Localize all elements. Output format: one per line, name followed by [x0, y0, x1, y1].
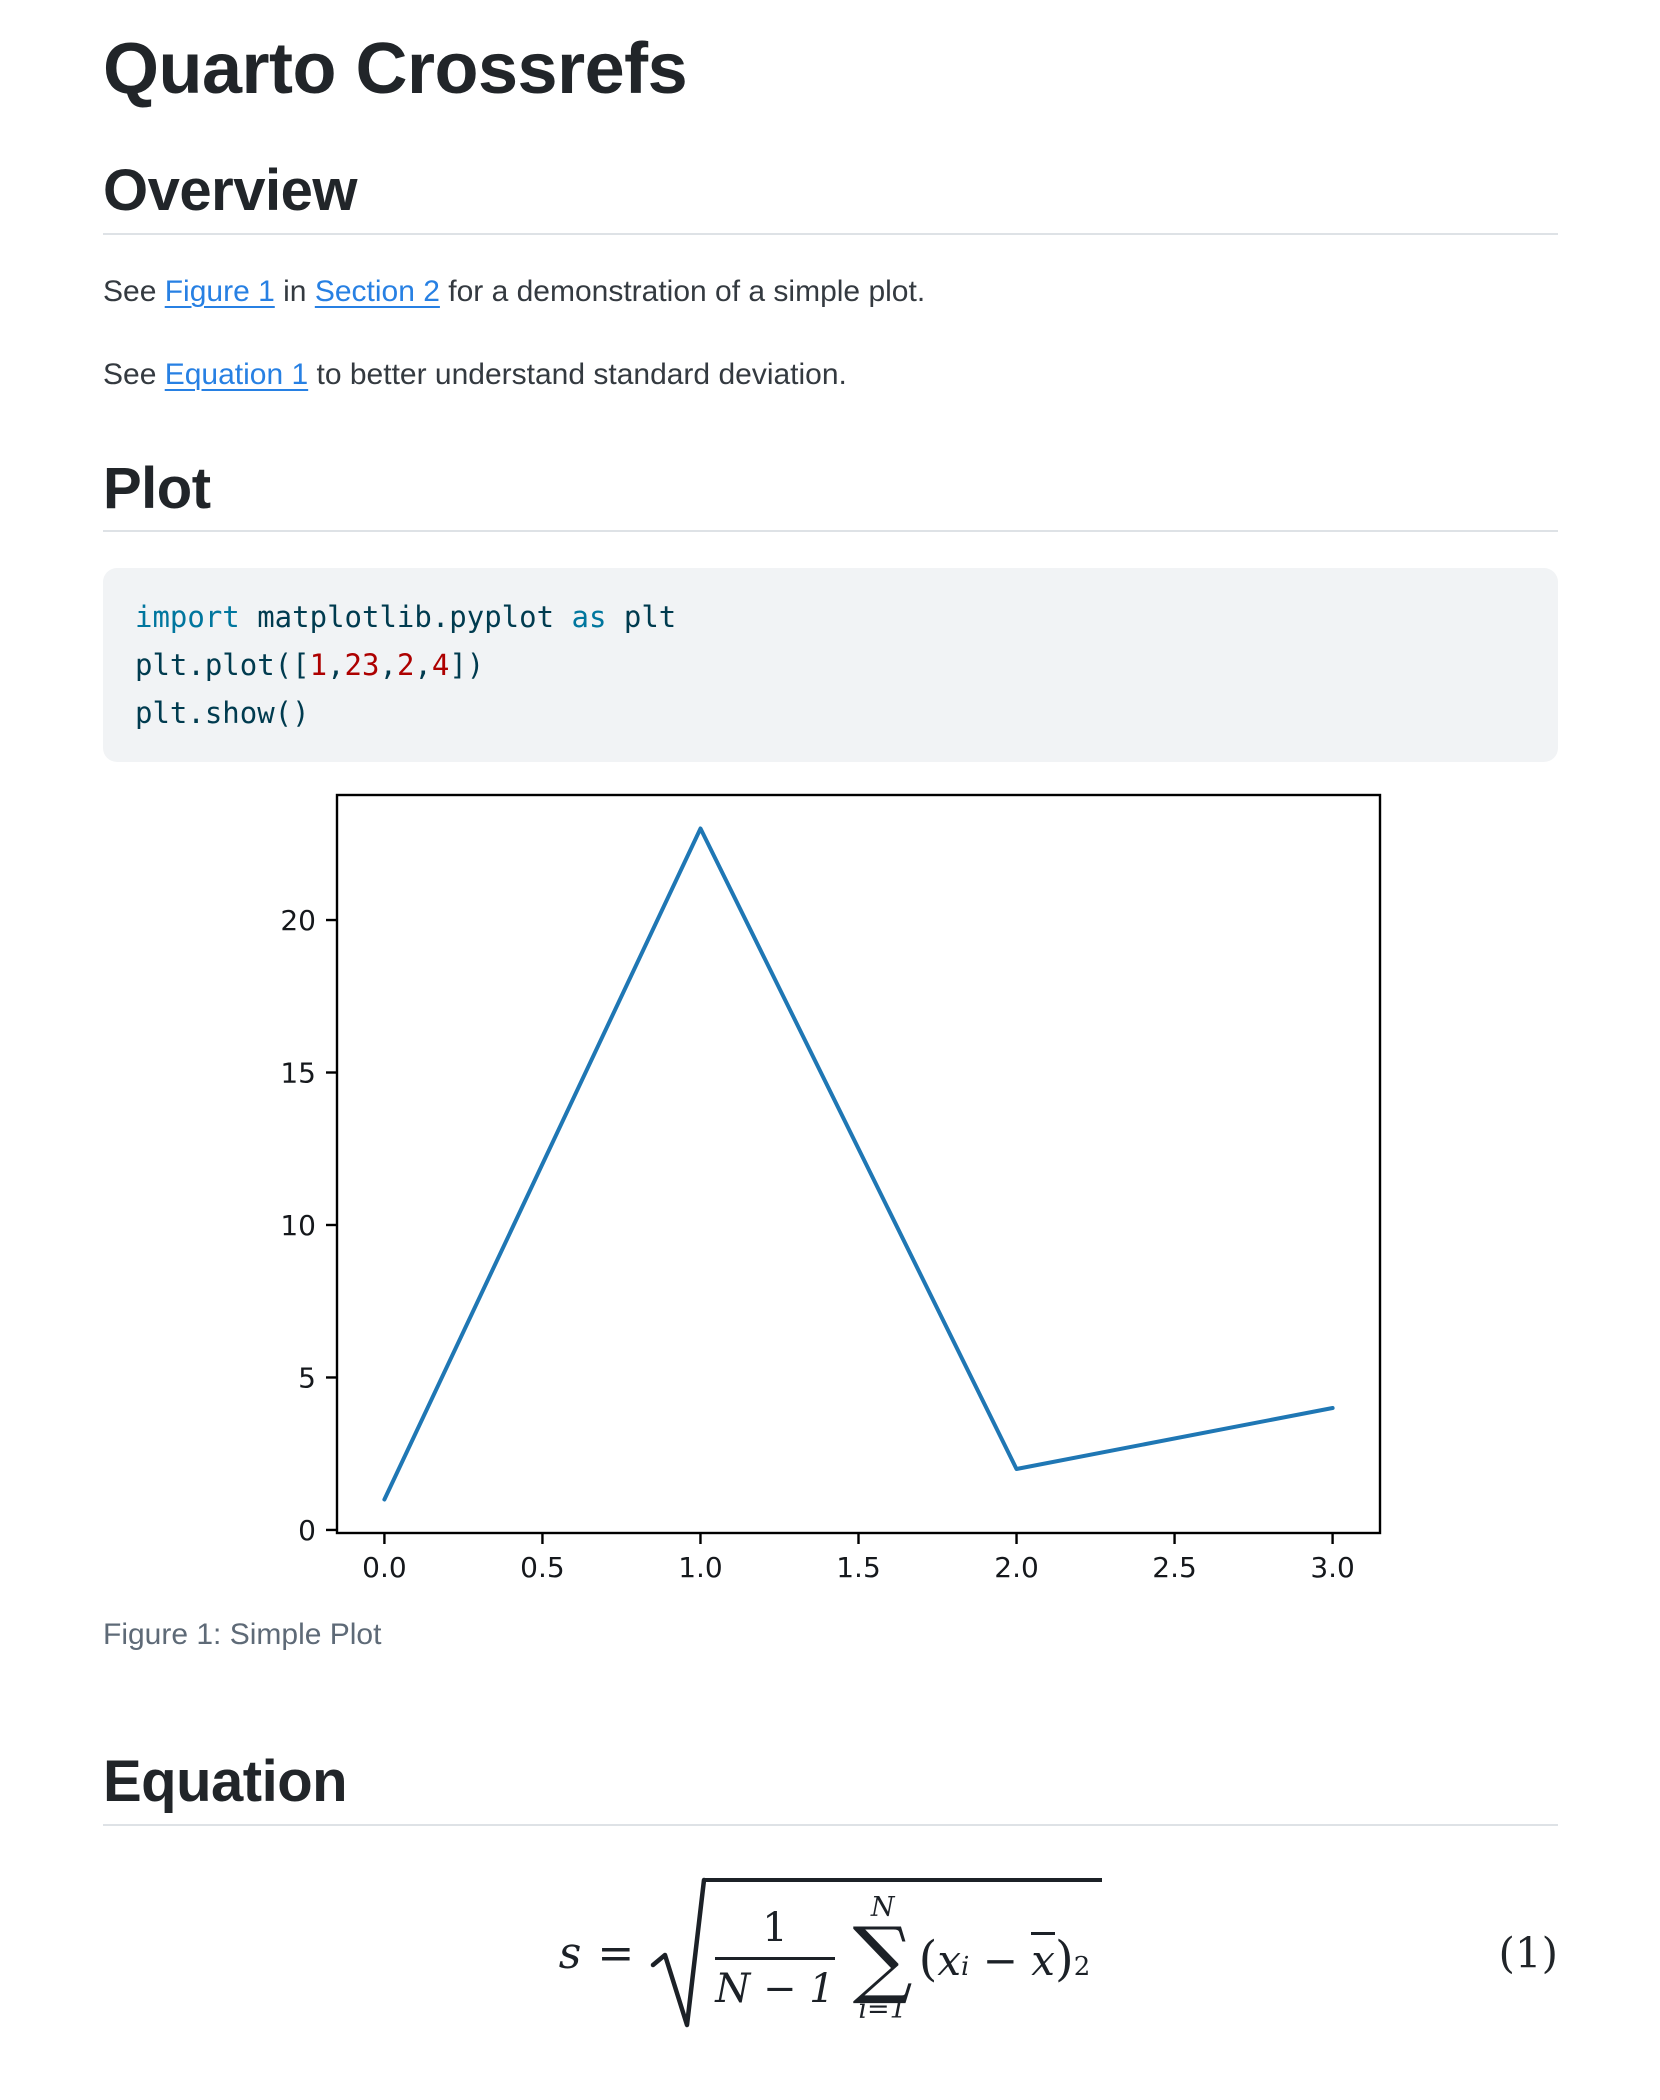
crossref-link-figure-1[interactable]: Figure 1: [164, 274, 275, 308]
code-token: ,: [327, 648, 345, 683]
equation-equals: =: [597, 1927, 635, 1979]
code-token: ]): [449, 648, 485, 683]
index-subscript: i: [961, 1951, 970, 1982]
code-token: plt.show(): [135, 696, 310, 731]
x-tick-label: 0.5: [520, 1551, 565, 1584]
code-token: ,: [414, 648, 432, 683]
page-title: Quarto Crossrefs: [103, 29, 688, 109]
fraction-numerator: 1: [762, 1904, 788, 1951]
fraction-denominator: N − 1: [715, 1966, 835, 2013]
code-token: matplotlib.pyplot: [239, 600, 572, 635]
code-token: 4: [431, 648, 450, 683]
y-tick-label: 15: [280, 1057, 316, 1090]
x-tick-label: 1.5: [836, 1551, 881, 1584]
radicand: 1 N − 1 N ∑ i=1 (x i − x) 2: [703, 1878, 1103, 2031]
y-tick-label: 0: [298, 1514, 316, 1547]
equation-formula: s = 1 N − 1 N ∑ i=1 (x: [558, 1875, 1103, 2031]
fraction: 1 N − 1: [715, 1904, 835, 2013]
fraction-bar: [715, 1956, 835, 1961]
paragraph-text: See: [103, 357, 165, 391]
equation-number: (1): [1498, 1928, 1559, 1978]
overview-paragraph-2: See Equation 1 to better understand stan…: [103, 352, 1558, 397]
code-line: plt.plot([1,23,2,4]): [135, 641, 1526, 689]
code-block: import matplotlib.pyplot as plt plt.plot(…: [103, 568, 1558, 763]
x-tick-label: 0.0: [362, 1551, 407, 1584]
line-chart: 0.0 0.5 1.0 1.5 2.0 2.5 3.0 0 5 10 15 20: [280, 794, 1382, 1584]
crossref-link-equation-1[interactable]: Equation 1: [164, 357, 309, 391]
x-tick-label: 2.0: [994, 1551, 1039, 1584]
code-line: import matplotlib.pyplot as plt: [135, 593, 1526, 641]
figure-caption: Figure 1: Simple Plot: [103, 1618, 382, 1652]
square-root: 1 N − 1 N ∑ i=1 (x i − x) 2: [650, 1875, 1103, 2031]
data-line: [382, 826, 1335, 1502]
code-token: plt.plot([: [135, 648, 310, 683]
code-token: 23: [344, 648, 380, 683]
code-line: plt.show(): [135, 689, 1526, 737]
minus-operator: −: [969, 1935, 1032, 1985]
summation: N ∑ i=1: [853, 1894, 913, 2024]
y-tick-label: 5: [298, 1362, 316, 1395]
paragraph-text: to better understand standard deviation.: [308, 357, 847, 391]
heading-equation: Equation: [103, 1750, 1558, 1827]
paragraph-text: See: [103, 274, 165, 308]
code-token: plt: [606, 600, 677, 635]
paragraph-text: for a demonstration of a simple plot.: [439, 274, 926, 308]
code-token: as: [571, 600, 607, 635]
heading-plot: Plot: [103, 456, 1558, 533]
x-variable: x: [937, 1935, 962, 1985]
x-tick-label: 3.0: [1310, 1551, 1355, 1584]
equation-lhs: s: [558, 1927, 582, 1979]
open-paren: (: [918, 1930, 938, 1987]
code-token: 1: [309, 648, 328, 683]
close-paren: ): [1054, 1930, 1074, 1987]
x-bar: x: [1031, 1931, 1055, 1985]
equation-block: s = 1 N − 1 N ∑ i=1 (x: [103, 1868, 1558, 2038]
axes-frame: [335, 794, 1382, 1535]
x-tick-label: 1.0: [678, 1551, 723, 1584]
heading-overview: Overview: [103, 158, 1558, 235]
code-token: import: [135, 600, 240, 635]
code-token: 2: [396, 648, 415, 683]
summation-upper-limit: N: [870, 1891, 895, 1923]
crossref-link-section-2[interactable]: Section 2: [314, 274, 440, 308]
code-token: ,: [379, 648, 397, 683]
x-tick-label: 2.5: [1152, 1551, 1197, 1584]
radical-sign: [650, 1877, 707, 2028]
document-content: Quarto Crossrefs Overview See Figure 1 i…: [103, 0, 1558, 2038]
figure-simple-plot: 0.0 0.5 1.0 1.5 2.0 2.5 3.0 0 5 10 15 20 Figure 1: …: [103, 770, 1558, 1656]
sigma-symbol: ∑: [852, 1908, 913, 2007]
summation-lower-limit: i=1: [858, 1994, 907, 2026]
y-tick-label: 20: [280, 904, 316, 937]
overview-paragraph-1: See Figure 1 in Section 2 for a demonstr…: [103, 269, 1558, 314]
y-tick-label: 10: [280, 1209, 316, 1242]
exponent: 2: [1073, 1951, 1091, 1982]
squared-term: (x i − x) 2: [919, 1931, 1091, 1987]
paragraph-text: in: [274, 274, 315, 308]
